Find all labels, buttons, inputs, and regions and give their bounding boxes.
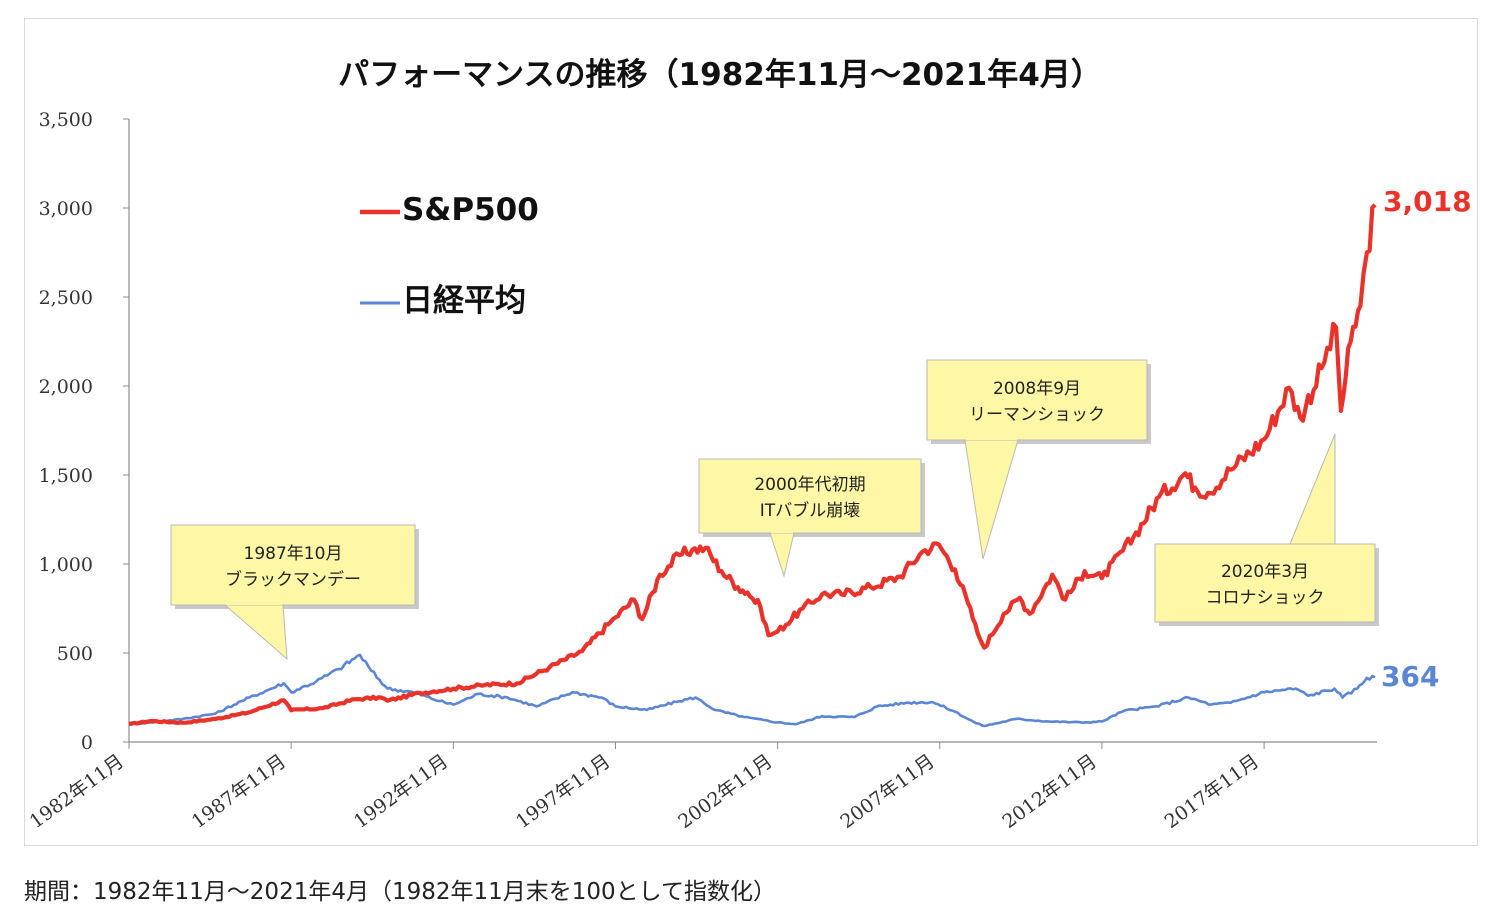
callout-pointer — [769, 532, 795, 578]
y-tick-label: 3,000 — [39, 198, 93, 220]
callout-pointer — [964, 439, 1019, 560]
nikkei-line — [128, 653, 1376, 728]
x-tick-label: 2012年11月 — [999, 750, 1101, 833]
callout-box — [170, 524, 416, 606]
callout-text: コロナショック — [1206, 588, 1325, 608]
nikkei-end-label: 364 — [1381, 660, 1439, 693]
callout-join — [1291, 544, 1334, 546]
legend-sp500-label: S&P500 — [402, 192, 539, 228]
sp500-line — [128, 203, 1377, 727]
y-tick-label: 1,500 — [39, 465, 93, 487]
callout-pointer — [223, 604, 288, 661]
callout-text: 1987年10月 — [244, 544, 343, 564]
callout-join — [966, 438, 1017, 440]
performance-chart: パフォーマンスの推移（1982年11月〜2021年4月） 0 500 1,000 1,5… — [26, 57, 1472, 833]
y-tick-label: 0 — [81, 732, 93, 754]
chart-caption: 期間：1982年11月〜2021年4月（1982年11月末を100として指数化） — [24, 879, 776, 905]
x-tick-label: 2017年11月 — [1161, 750, 1263, 833]
x-tick-label: 2007年11月 — [836, 750, 938, 833]
callout-text: 2020年3月 — [1221, 562, 1309, 582]
callout-text: ブラックマンデー — [225, 569, 361, 590]
y-tick-label: 2,000 — [39, 376, 93, 398]
callout-join — [226, 603, 282, 605]
legend-nikkei-label: 日経平均 — [402, 283, 526, 319]
callout-text: ITバブル崩壊 — [760, 500, 860, 521]
x-tick-label: 1992年11月 — [350, 750, 452, 833]
y-tick-label: 2,500 — [39, 287, 93, 309]
callout-text: 2008年9月 — [993, 379, 1081, 399]
callout-text: 2000年代初期 — [754, 475, 865, 495]
callout-pointer — [1289, 433, 1336, 545]
x-tick-label: 1982年11月 — [26, 750, 128, 833]
x-tick-label: 2002年11月 — [674, 750, 776, 833]
callout-box — [926, 359, 1148, 441]
y-tick-label: 1,000 — [39, 554, 93, 576]
chart-frame: パフォーマンスの推移（1982年11月〜2021年4月） 0 500 1,000 1,5… — [24, 18, 1478, 846]
callout-text: リーマンショック — [969, 405, 1105, 425]
callout-box — [698, 458, 922, 534]
callout-box — [1154, 543, 1376, 623]
y-tick-label: 3,500 — [39, 109, 93, 131]
y-tick-label: 500 — [57, 643, 93, 665]
sp500-end-label: 3,018 — [1383, 185, 1472, 218]
callout-join — [771, 531, 793, 533]
chart-title: パフォーマンスの推移（1982年11月〜2021年4月） — [338, 57, 1102, 93]
x-tick-label: 1997年11月 — [512, 750, 614, 833]
x-tick-label: 1987年11月 — [188, 750, 290, 833]
